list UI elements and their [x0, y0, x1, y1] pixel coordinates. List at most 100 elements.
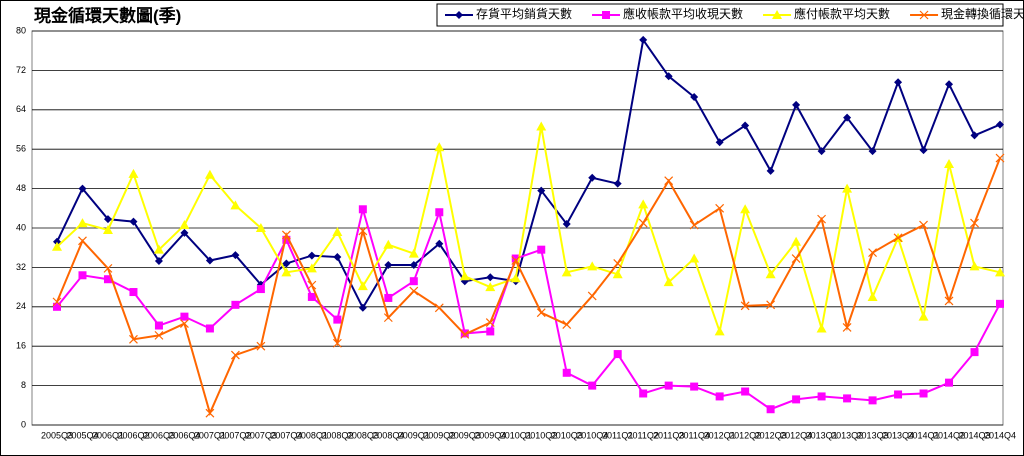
- marker: [588, 173, 597, 182]
- marker: [435, 208, 444, 217]
- marker: [231, 300, 240, 309]
- marker: [52, 241, 62, 251]
- marker: [510, 273, 521, 283]
- y-tick-label: 8: [21, 380, 26, 390]
- x-tick-label: 2012Q3: [755, 430, 787, 440]
- marker: [918, 311, 929, 321]
- marker: [434, 142, 445, 152]
- marker: [78, 271, 87, 280]
- marker: [333, 315, 342, 324]
- marker: [996, 299, 1004, 308]
- marker: [561, 267, 572, 277]
- marker: [332, 226, 343, 236]
- marker: [894, 390, 903, 399]
- marker: [180, 319, 189, 328]
- x-tick-label: 2007Q1: [194, 430, 226, 440]
- marker: [740, 301, 750, 311]
- marker: [664, 381, 673, 390]
- marker: [970, 218, 979, 228]
- marker: [281, 267, 292, 277]
- marker: [511, 256, 521, 265]
- marker: [816, 323, 827, 333]
- marker: [664, 72, 673, 81]
- marker: [689, 253, 700, 263]
- marker: [715, 138, 724, 147]
- series-line: [56, 37, 1001, 310]
- marker: [231, 251, 240, 260]
- marker: [970, 131, 979, 140]
- x-tick-label: 2009Q3: [449, 430, 481, 440]
- marker: [103, 263, 113, 273]
- marker: [434, 303, 444, 313]
- x-tick-label: 2013Q3: [857, 430, 889, 440]
- marker: [639, 35, 648, 44]
- marker: [409, 277, 418, 286]
- y-tick-label: 64: [16, 104, 26, 114]
- marker: [945, 378, 954, 387]
- legend-marker: [602, 11, 611, 19]
- marker: [741, 121, 750, 130]
- x-tick-label: 2010Q4: [576, 430, 608, 440]
- y-tick-label: 56: [16, 144, 26, 154]
- x-tick-label: 2007Q2: [219, 430, 251, 440]
- marker: [358, 226, 368, 236]
- marker: [230, 200, 241, 210]
- marker: [766, 405, 775, 414]
- series-line: [56, 126, 1001, 336]
- marker: [129, 288, 138, 297]
- marker: [843, 113, 852, 122]
- marker: [179, 220, 190, 230]
- marker: [562, 320, 572, 329]
- x-tick-label: 2013Q4: [882, 430, 914, 440]
- chart-title: 現金循環天數圖(季): [34, 5, 181, 25]
- x-tick-label: 2014Q3: [958, 430, 990, 440]
- marker: [587, 261, 598, 271]
- marker: [205, 256, 214, 265]
- marker: [77, 218, 88, 228]
- x-tick-label: 2009Q2: [423, 430, 455, 440]
- x-tick-label: 2008Q3: [347, 430, 379, 440]
- marker: [817, 214, 827, 224]
- x-tick-label: 2009Q1: [398, 430, 430, 440]
- x-tick-label: 2012Q2: [729, 430, 761, 440]
- marker: [408, 248, 419, 258]
- marker: [204, 169, 215, 179]
- marker: [282, 259, 291, 268]
- marker: [384, 293, 393, 302]
- marker: [537, 245, 546, 254]
- marker: [562, 220, 571, 229]
- marker: [689, 220, 699, 230]
- marker: [307, 251, 316, 260]
- marker: [52, 297, 62, 307]
- x-tick-label: 2014Q4: [984, 430, 1016, 440]
- marker: [435, 239, 444, 248]
- marker: [944, 296, 954, 306]
- y-tick-label: 80: [16, 25, 26, 35]
- marker: [383, 239, 394, 249]
- marker: [78, 184, 87, 193]
- marker: [281, 230, 291, 240]
- marker: [485, 282, 496, 292]
- x-tick-label: 2011Q2: [628, 430, 659, 440]
- marker: [383, 313, 393, 323]
- marker: [154, 256, 163, 265]
- marker: [944, 158, 955, 168]
- marker: [154, 321, 163, 330]
- marker: [153, 244, 164, 254]
- x-tick-label: 2011Q4: [678, 430, 709, 440]
- marker: [460, 329, 470, 339]
- y-tick-label: 24: [16, 301, 26, 311]
- x-tick-label: 2012Q1: [704, 430, 736, 440]
- marker: [612, 269, 623, 279]
- marker: [384, 260, 393, 269]
- marker: [613, 350, 622, 359]
- legend-box: [436, 3, 1004, 27]
- marker: [791, 236, 802, 246]
- x-tick-label: 2010Q1: [500, 430, 532, 440]
- marker: [714, 326, 725, 336]
- marker: [409, 260, 418, 269]
- marker: [919, 146, 928, 155]
- x-tick-label: 2005Q3: [41, 430, 73, 440]
- marker: [791, 254, 801, 263]
